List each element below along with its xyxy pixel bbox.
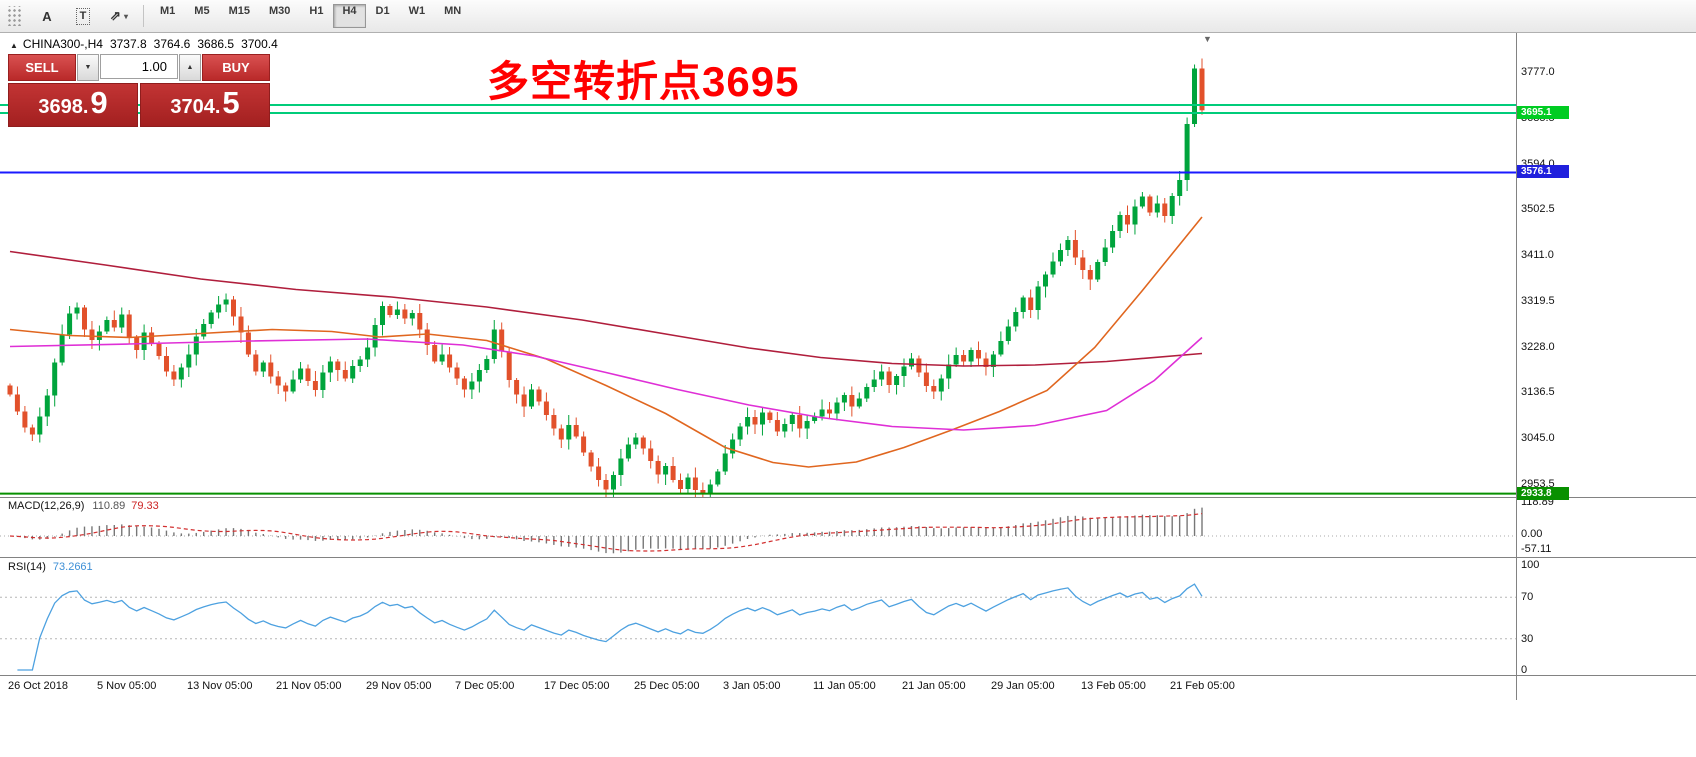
ma-orange-line: [9, 216, 1203, 468]
buy-button[interactable]: BUY: [202, 54, 270, 81]
pane-separator-macd[interactable]: [0, 497, 1696, 498]
candles-group: [7, 58, 1205, 497]
tf-button-m1[interactable]: M1: [160, 5, 176, 17]
symbol-period-label: CHINA300-,H4: [22, 37, 103, 51]
tf-button-d1[interactable]: D1: [375, 5, 390, 17]
text-tool-button[interactable]: T: [66, 3, 100, 29]
chart-header: ▲ CHINA300-,H4 3737.8 3764.6 3686.5 3700.4: [10, 37, 278, 51]
time-label: 13 Feb 05:00: [1081, 680, 1146, 692]
volume-down-button[interactable]: ▼: [77, 54, 99, 81]
buy-price-main: 3704.: [170, 96, 221, 118]
time-label: 17 Dec 05:00: [544, 680, 610, 692]
sell-price-display: 3698. 9: [8, 83, 138, 127]
macd-value-main: 110.89: [92, 500, 126, 512]
tf-button-h1[interactable]: H1: [309, 5, 324, 17]
time-label: 7 Dec 05:00: [455, 680, 515, 692]
sell-button[interactable]: SELL: [8, 54, 76, 81]
tf-button-m5[interactable]: M5: [194, 5, 210, 17]
timeframe-group: M1 M5 M15 M30 H1 H4 D1 W1 MN: [151, 4, 470, 28]
time-label: 5 Nov 05:00: [97, 680, 157, 692]
chart-text-annotation[interactable]: 多空转折点3695: [487, 58, 800, 105]
price-axis-border: [1516, 33, 1517, 700]
sell-price-main: 3698.: [38, 96, 89, 118]
time-label: 11 Jan 05:00: [813, 680, 876, 692]
buy-price-pips: 5: [222, 85, 240, 120]
price-tick: 3411.0: [1521, 249, 1554, 261]
price-badge-3576.1: 3576.1: [1517, 165, 1569, 179]
pane-separator-timeaxis: [0, 675, 1696, 676]
rsi-axis-label: 70: [1521, 591, 1534, 603]
time-label: 29 Jan 05:00: [991, 680, 1055, 692]
arrows-tool-button[interactable]: ⇗ ▾: [102, 3, 136, 29]
time-label: 13 Nov 05:00: [187, 680, 253, 692]
ohlc-high: 3764.6: [153, 37, 191, 51]
tf-button-w1[interactable]: W1: [408, 5, 426, 17]
chevron-down-icon: ▾: [123, 11, 128, 21]
rsi-pane-canvas[interactable]: [0, 558, 1516, 675]
toolbar-grip[interactable]: [6, 6, 22, 26]
macd-pane-canvas[interactable]: [0, 498, 1516, 557]
ohlc-low: 3686.5: [197, 37, 235, 51]
tf-button-m15[interactable]: M15: [228, 5, 250, 17]
macd-histogram: [16, 507, 1203, 554]
price-tick: 3777.0: [1521, 66, 1555, 78]
time-label: 29 Nov 05:00: [366, 680, 432, 692]
price-badge-3695.1: 3695.1: [1517, 105, 1569, 119]
volume-input[interactable]: [100, 54, 178, 79]
one-click-collapse-icon[interactable]: ▲: [10, 41, 18, 50]
ohlc-open: 3737.8: [109, 37, 147, 51]
rsi-axis-label: 100: [1521, 559, 1540, 571]
rsi-axis-label: 30: [1521, 633, 1534, 645]
price-tick: 3045.0: [1521, 432, 1555, 444]
label-tool-icon: A: [42, 8, 52, 24]
time-label: 21 Feb 05:00: [1170, 680, 1235, 692]
ma-red-line: [9, 250, 1203, 367]
one-click-trading-panel: SELL ▼ ▲ BUY 3698. 9 3704. 5: [8, 54, 270, 127]
rsi-indicator-label: RSI(14) 73.2661: [8, 561, 93, 573]
buy-price-display: 3704. 5: [140, 83, 270, 127]
label-tool-button[interactable]: A: [30, 3, 64, 29]
rsi-value: 73.2661: [52, 561, 93, 573]
macd-axis-label: -57.11: [1521, 543, 1552, 555]
toolbar: A T ⇗ ▾ M1 M5 M15 M30 H1 H4 D1 W1 MN: [0, 0, 1696, 33]
volume-up-button[interactable]: ▲: [179, 54, 201, 81]
macd-indicator-label: MACD(12,26,9) 110.89 79.33: [8, 500, 159, 512]
time-label: 21 Nov 05:00: [276, 680, 342, 692]
arrows-tool-icon: ⇗: [110, 8, 121, 23]
chart-shift-marker-icon[interactable]: ▼: [1203, 34, 1212, 44]
rsi-axis-label: 0: [1521, 664, 1528, 676]
sell-price-pips: 9: [90, 85, 108, 120]
macd-axis-label: 0.00: [1521, 528, 1543, 540]
price-tick: 3319.5: [1521, 294, 1555, 307]
price-chart-canvas[interactable]: [0, 33, 1516, 497]
time-label: 21 Jan 05:00: [902, 680, 966, 692]
time-label: 26 Oct 2018: [8, 680, 68, 692]
macd-value-signal: 79.33: [131, 500, 159, 512]
text-tool-icon: T: [75, 7, 91, 25]
time-label: 3 Jan 05:00: [723, 680, 781, 692]
pane-separator-rsi[interactable]: [0, 557, 1696, 558]
ohlc-close: 3700.4: [241, 37, 278, 51]
tf-button-mn[interactable]: MN: [444, 5, 462, 17]
time-label: 25 Dec 05:00: [634, 680, 700, 692]
toolbar-separator: [143, 5, 144, 27]
rsi-line: [17, 583, 1203, 671]
ma-magenta-line: [9, 336, 1203, 431]
tf-button-m30[interactable]: M30: [268, 5, 291, 17]
price-tick: 3228.0: [1521, 340, 1555, 353]
price-tick: 3136.5: [1521, 386, 1555, 399]
tf-button-h4[interactable]: H4: [333, 4, 366, 28]
rsi-name: RSI(14): [8, 561, 46, 573]
macd-name: MACD(12,26,9): [8, 500, 85, 512]
price-badge-2933.8: 2933.8: [1517, 486, 1569, 500]
drawing-tool-group: A T ⇗ ▾: [30, 3, 136, 29]
price-tick: 3502.5: [1521, 203, 1555, 216]
